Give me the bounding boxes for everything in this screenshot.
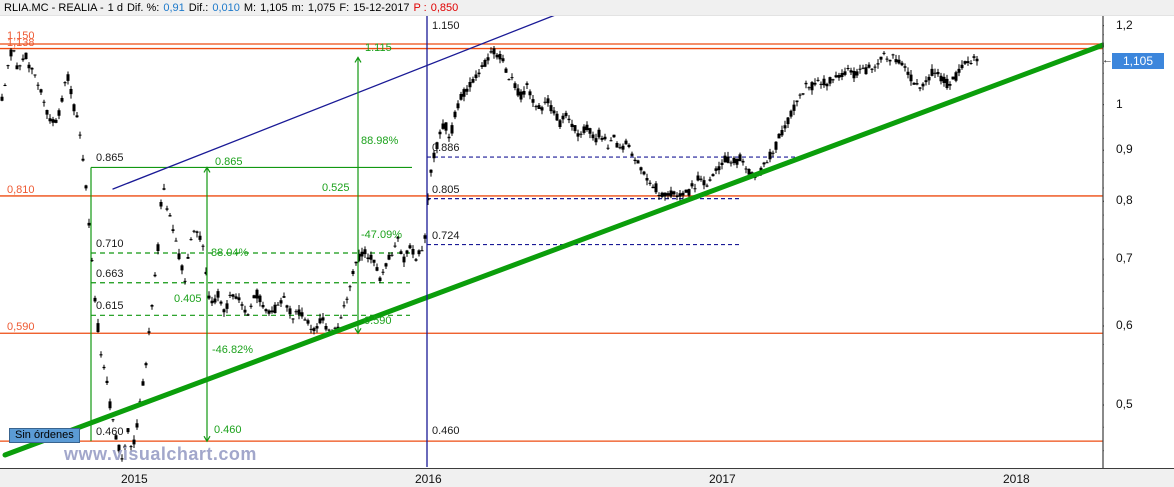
measurement-tool (354, 56, 362, 335)
price-axis-tick-label: 0,5 (1116, 397, 1133, 411)
orders-status-label[interactable]: Sin órdenes (9, 428, 80, 443)
price-axis-tick-label: 1 (1116, 96, 1123, 111)
measurement-tool (203, 166, 211, 443)
price-axis-tick-label: 1,2 (1116, 17, 1133, 32)
quote-field-label: M: (243, 1, 257, 14)
quote-field-value: 0,91 (163, 1, 185, 14)
visualchart-watermark: www.visualchart.com (64, 444, 257, 464)
timeframe-label: 1 d (107, 1, 123, 14)
price-axis[interactable]: 1,2 1 0,9 0,8 0,7 0,6 0,5 (1104, 15, 1174, 468)
last-price-arrow-icon: ← (1102, 54, 1113, 67)
time-axis-year-label: 2016 (415, 472, 442, 486)
quote-field-value: 15-12-2017 (353, 1, 410, 14)
time-axis-year-label: 2017 (709, 472, 736, 486)
quote-field-value: 1,105 (260, 1, 288, 14)
last-price-badge: 1,105 (1112, 53, 1164, 70)
time-axis-year-label: 2015 (121, 472, 148, 486)
quote-field-label: Dif.: (188, 1, 209, 14)
quote-field-value: 0,850 (430, 1, 459, 14)
quote-field-value: 1,075 (307, 1, 336, 14)
time-axis[interactable]: 2015 2016 2017 2018 (0, 468, 1174, 487)
price-axis-tick-label: 0,9 (1116, 142, 1133, 157)
quote-field-label: m: (291, 1, 304, 14)
instrument-title: RLIA.MC - REALIA - (4, 1, 104, 14)
chart-title-bar: RLIA.MC - REALIA - 1 d Dif. %: 0,91 Dif.: 0… (0, 0, 1174, 16)
green-support-trendline (2, 42, 1106, 458)
dashed-price-levels (427, 156, 800, 246)
quote-fields: Dif. %: 0,91 Dif.: 0,010 M: 1,105 m: 1,075 F: 15-… (127, 2, 462, 14)
horizontal-price-lines (0, 43, 1103, 442)
time-axis-year-label: 2018 (1003, 472, 1030, 486)
blue-resistance-trendline (112, 9, 569, 190)
quote-field-label: F: (339, 1, 350, 14)
price-axis-tick-label: 0,7 (1116, 251, 1133, 266)
price-axis-tick-label: 0,8 (1116, 193, 1133, 208)
quote-field-value: 0,010 (212, 1, 240, 14)
quote-field-label: Dif. %: (126, 1, 160, 14)
price-axis-tick-label: 0,6 (1116, 317, 1133, 332)
quote-field-label: P : (413, 1, 427, 14)
